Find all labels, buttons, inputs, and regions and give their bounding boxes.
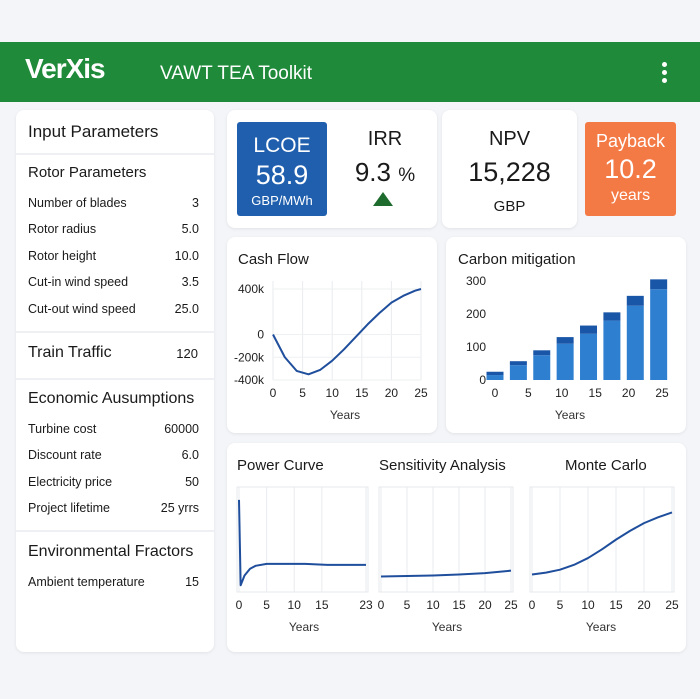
param-label: Turbine cost (28, 422, 97, 436)
param-label: Rotor radius (28, 222, 97, 237)
kpi-unit: % (398, 165, 416, 186)
lcoe-box: LCOE 58.9 GBP/MWh (237, 122, 327, 216)
kpi-unit: GBP (493, 198, 526, 215)
kpi-value: 10.2 (604, 154, 657, 184)
param-label: Discount rate (28, 448, 102, 463)
section-title: Environmental Fractors (28, 543, 194, 560)
divider (16, 153, 214, 155)
kpi-label: LCOE (253, 134, 311, 157)
app-title: VAWT TEA Toolkit (160, 63, 313, 84)
divider (16, 331, 214, 333)
param-value: 3 (192, 196, 199, 210)
up-arrow (373, 192, 393, 206)
kpi-value: 58.9 (255, 160, 309, 190)
param-value: 6.0 (181, 448, 199, 463)
param-label: Electricity price (28, 474, 113, 489)
param-value: 60000 (164, 422, 199, 436)
irr-block: IRR 9.3 % (335, 128, 435, 188)
chart-card (227, 443, 686, 652)
param-value: 50 (185, 474, 199, 489)
kpi-unit: years (610, 187, 651, 204)
kpi-card: NPV 15,228 GBP (442, 110, 577, 228)
sidebar-title: Input Parameters (28, 122, 159, 141)
divider (16, 378, 214, 380)
param-value: 120 (176, 346, 198, 361)
param-value: 3.5 (181, 275, 199, 290)
param-label: Rotor height (28, 248, 97, 263)
payback-box: Payback 10.2 years (585, 122, 676, 216)
menu-dot (662, 62, 667, 67)
kpi-label: NPV (488, 128, 531, 150)
param-label: Cut-in wind speed (28, 275, 129, 290)
param-value: 25.0 (174, 301, 199, 316)
menu-button[interactable] (656, 60, 674, 86)
param-value: 25 yrrs (160, 501, 199, 516)
brand: VerXis (25, 53, 106, 84)
menu-dot (662, 78, 667, 83)
param-label: Number of blades (28, 196, 127, 210)
chart-card (446, 237, 686, 433)
param-value: 10.0 (174, 248, 199, 263)
param-value: 5.0 (181, 222, 199, 237)
kpi-value: 15,228 (468, 157, 551, 187)
kpi-label: Payback (595, 131, 666, 151)
menu-dot (662, 70, 667, 75)
param-label: Ambient temperature (28, 575, 145, 589)
param-label: Cut-out wind speed (28, 301, 136, 316)
kpi-unit: GBP/MWh (251, 193, 313, 208)
param-value: 15 (185, 575, 199, 589)
param-label: Project lifetime (28, 501, 110, 516)
chart-card (227, 237, 437, 433)
kpi-label: IRR (367, 128, 403, 150)
divider (16, 530, 214, 532)
app-header (0, 42, 700, 102)
section-title: Train Traffic (28, 344, 112, 361)
sidebar: Input Parameters Rotor Parameters Number o… (16, 110, 214, 652)
kpi-value: 9.3 (354, 157, 391, 187)
section-title: Rotor Parameters (28, 164, 147, 181)
section-title: Economic Ausumptions (28, 390, 195, 407)
